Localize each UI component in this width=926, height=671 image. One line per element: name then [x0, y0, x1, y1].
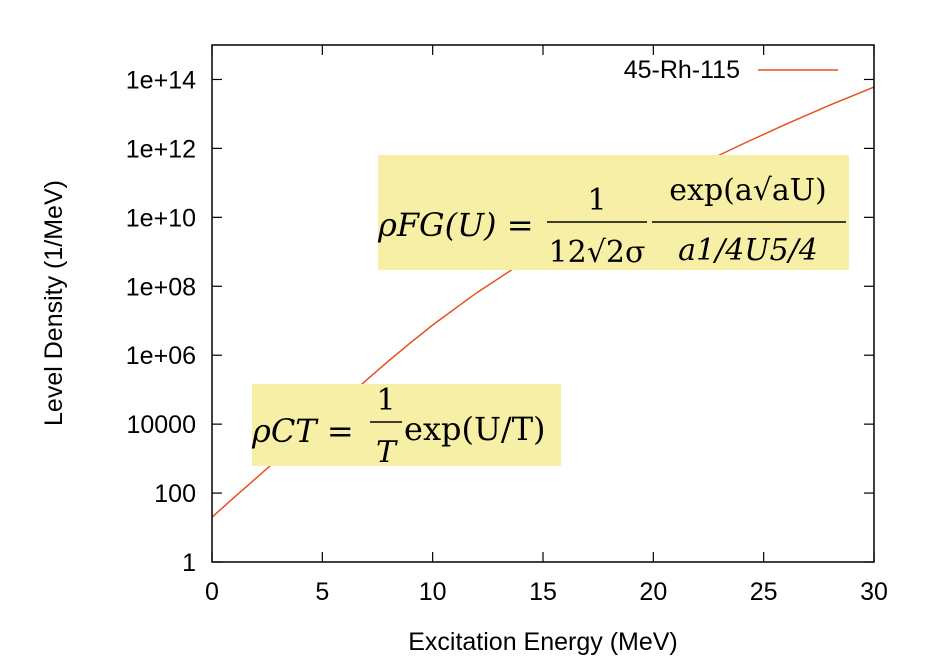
- fermi-gas-frac2-den: a1/4U5/4: [678, 233, 818, 268]
- x-tick-label: 10: [419, 578, 447, 606]
- constant-temperature-frac-den: T: [376, 435, 398, 470]
- y-tick-label: 1e+14: [126, 66, 196, 94]
- legend-label: 45-Rh-115: [624, 56, 740, 84]
- fermi-gas-frac2-num: exp(a√aU): [669, 173, 826, 208]
- x-axis-label: Excitation Energy (MeV): [408, 628, 678, 656]
- y-axis-label: Level Density (1/MeV): [40, 180, 68, 426]
- fermi-gas-highlight: [378, 155, 849, 270]
- y-tick-label: 1e+08: [126, 273, 196, 301]
- x-tick-label: 5: [315, 578, 329, 606]
- x-tick-label: 15: [529, 578, 557, 606]
- plot-frame: [211, 44, 875, 563]
- fermi-gas-lhs: ρFG(U) =: [377, 206, 534, 244]
- fermi-gas-frac1-num: 1: [587, 183, 606, 218]
- y-tick-label: 1e+10: [126, 204, 196, 232]
- constant-temperature-lhs: ρCT =: [251, 412, 354, 450]
- constant-temperature-annotation: ρCT = 1 T exp(U/T): [251, 383, 561, 470]
- y-tick-label: 100: [154, 480, 196, 508]
- constant-temperature-highlight: [252, 384, 561, 466]
- fermi-gas-frac1-den: 12√2σ: [549, 235, 646, 270]
- y-tick-label: 1: [182, 549, 196, 577]
- constant-temperature-frac-num: 1: [376, 383, 395, 418]
- y-tick-label: 1e+06: [126, 342, 196, 370]
- x-tick-label: 25: [750, 578, 778, 606]
- y-tick-label: 1e+12: [126, 135, 196, 163]
- y-tick-label: 10000: [126, 411, 196, 439]
- axis-ticks: 0 5 10 15 20 25 30 1 100 10000 1e+06 1e+08 1e+10 1e+1…: [126, 45, 888, 606]
- x-tick-label: 0: [205, 578, 219, 606]
- x-tick-label: 30: [860, 578, 888, 606]
- constant-temperature-rhs: exp(U/T): [404, 410, 546, 448]
- fermi-gas-annotation: ρFG(U) = 1 12√2σ exp(a√aU) a1/4U5/4: [377, 155, 849, 270]
- x-tick-label: 20: [639, 578, 667, 606]
- legend: 45-Rh-115: [624, 56, 838, 84]
